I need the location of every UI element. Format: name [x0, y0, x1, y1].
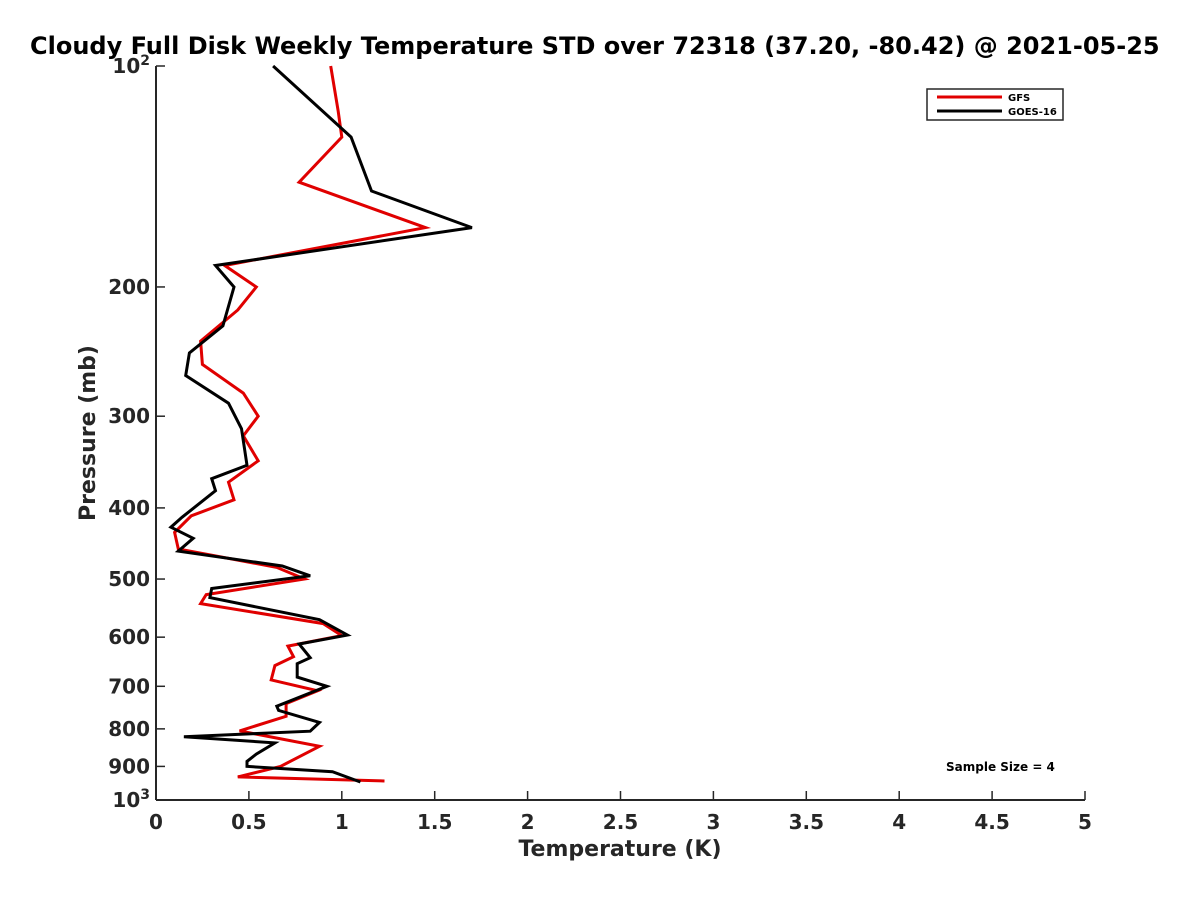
x-axis-label: Temperature (K)	[518, 837, 721, 862]
x-tick-label: 1.5	[417, 810, 452, 834]
x-axis-ticks: 0 0.5 1 1.5 2 2.5 3 3.5 4 4.5 5	[149, 791, 1092, 834]
legend-box	[926, 88, 1064, 121]
y-tick-base: 900	[108, 754, 150, 778]
series-layer	[168, 64, 473, 784]
y-tick-base: 10	[112, 788, 140, 812]
y-tick-base: 700	[108, 674, 150, 698]
y-tick-label: 103	[112, 787, 150, 812]
y-tick-label: 200	[108, 275, 150, 299]
y-tick-base: 300	[108, 404, 150, 428]
y-tick-label: 900	[108, 754, 150, 778]
y-tick-exponent: 3	[140, 787, 150, 803]
legend-label-goes-16: GOES-16	[1008, 107, 1057, 118]
y-tick-label: 500	[108, 567, 150, 591]
y-tick-base: 800	[108, 717, 150, 741]
x-tick-label: 1	[335, 810, 349, 834]
y-tick-base: 200	[108, 275, 150, 299]
x-tick-label: 4	[892, 810, 906, 834]
y-tick-label: 300	[108, 404, 150, 428]
y-tick-label: 400	[108, 496, 150, 520]
legend: GFS GOES-16	[926, 88, 1064, 121]
x-tick-label: 3.5	[789, 810, 824, 834]
sample-size-annotation: Sample Size = 4	[946, 760, 1055, 774]
series-line-goes-16	[168, 64, 473, 784]
x-tick-label: 2	[521, 810, 535, 834]
x-tick-label: 2.5	[603, 810, 638, 834]
x-tick-label: 0.5	[231, 810, 266, 834]
x-tick-label: 5	[1078, 810, 1092, 834]
y-tick-base: 10	[112, 54, 140, 78]
legend-label-gfs: GFS	[1008, 93, 1030, 104]
y-tick-label: 700	[108, 674, 150, 698]
y-tick-label: 102	[112, 53, 150, 78]
chart-title: Cloudy Full Disk Weekly Temperature STD …	[30, 32, 1160, 60]
plot-area	[156, 66, 1085, 800]
x-tick-label: 0	[149, 810, 163, 834]
y-tick-label: 600	[108, 625, 150, 649]
y-tick-label: 800	[108, 717, 150, 741]
y-tick-base: 600	[108, 625, 150, 649]
y-tick-base: 400	[108, 496, 150, 520]
y-tick-base: 500	[108, 567, 150, 591]
x-tick-label: 3	[706, 810, 720, 834]
x-tick-label: 4.5	[974, 810, 1009, 834]
y-axis-label: Pressure (mb)	[76, 345, 101, 521]
y-tick-exponent: 2	[140, 53, 150, 69]
